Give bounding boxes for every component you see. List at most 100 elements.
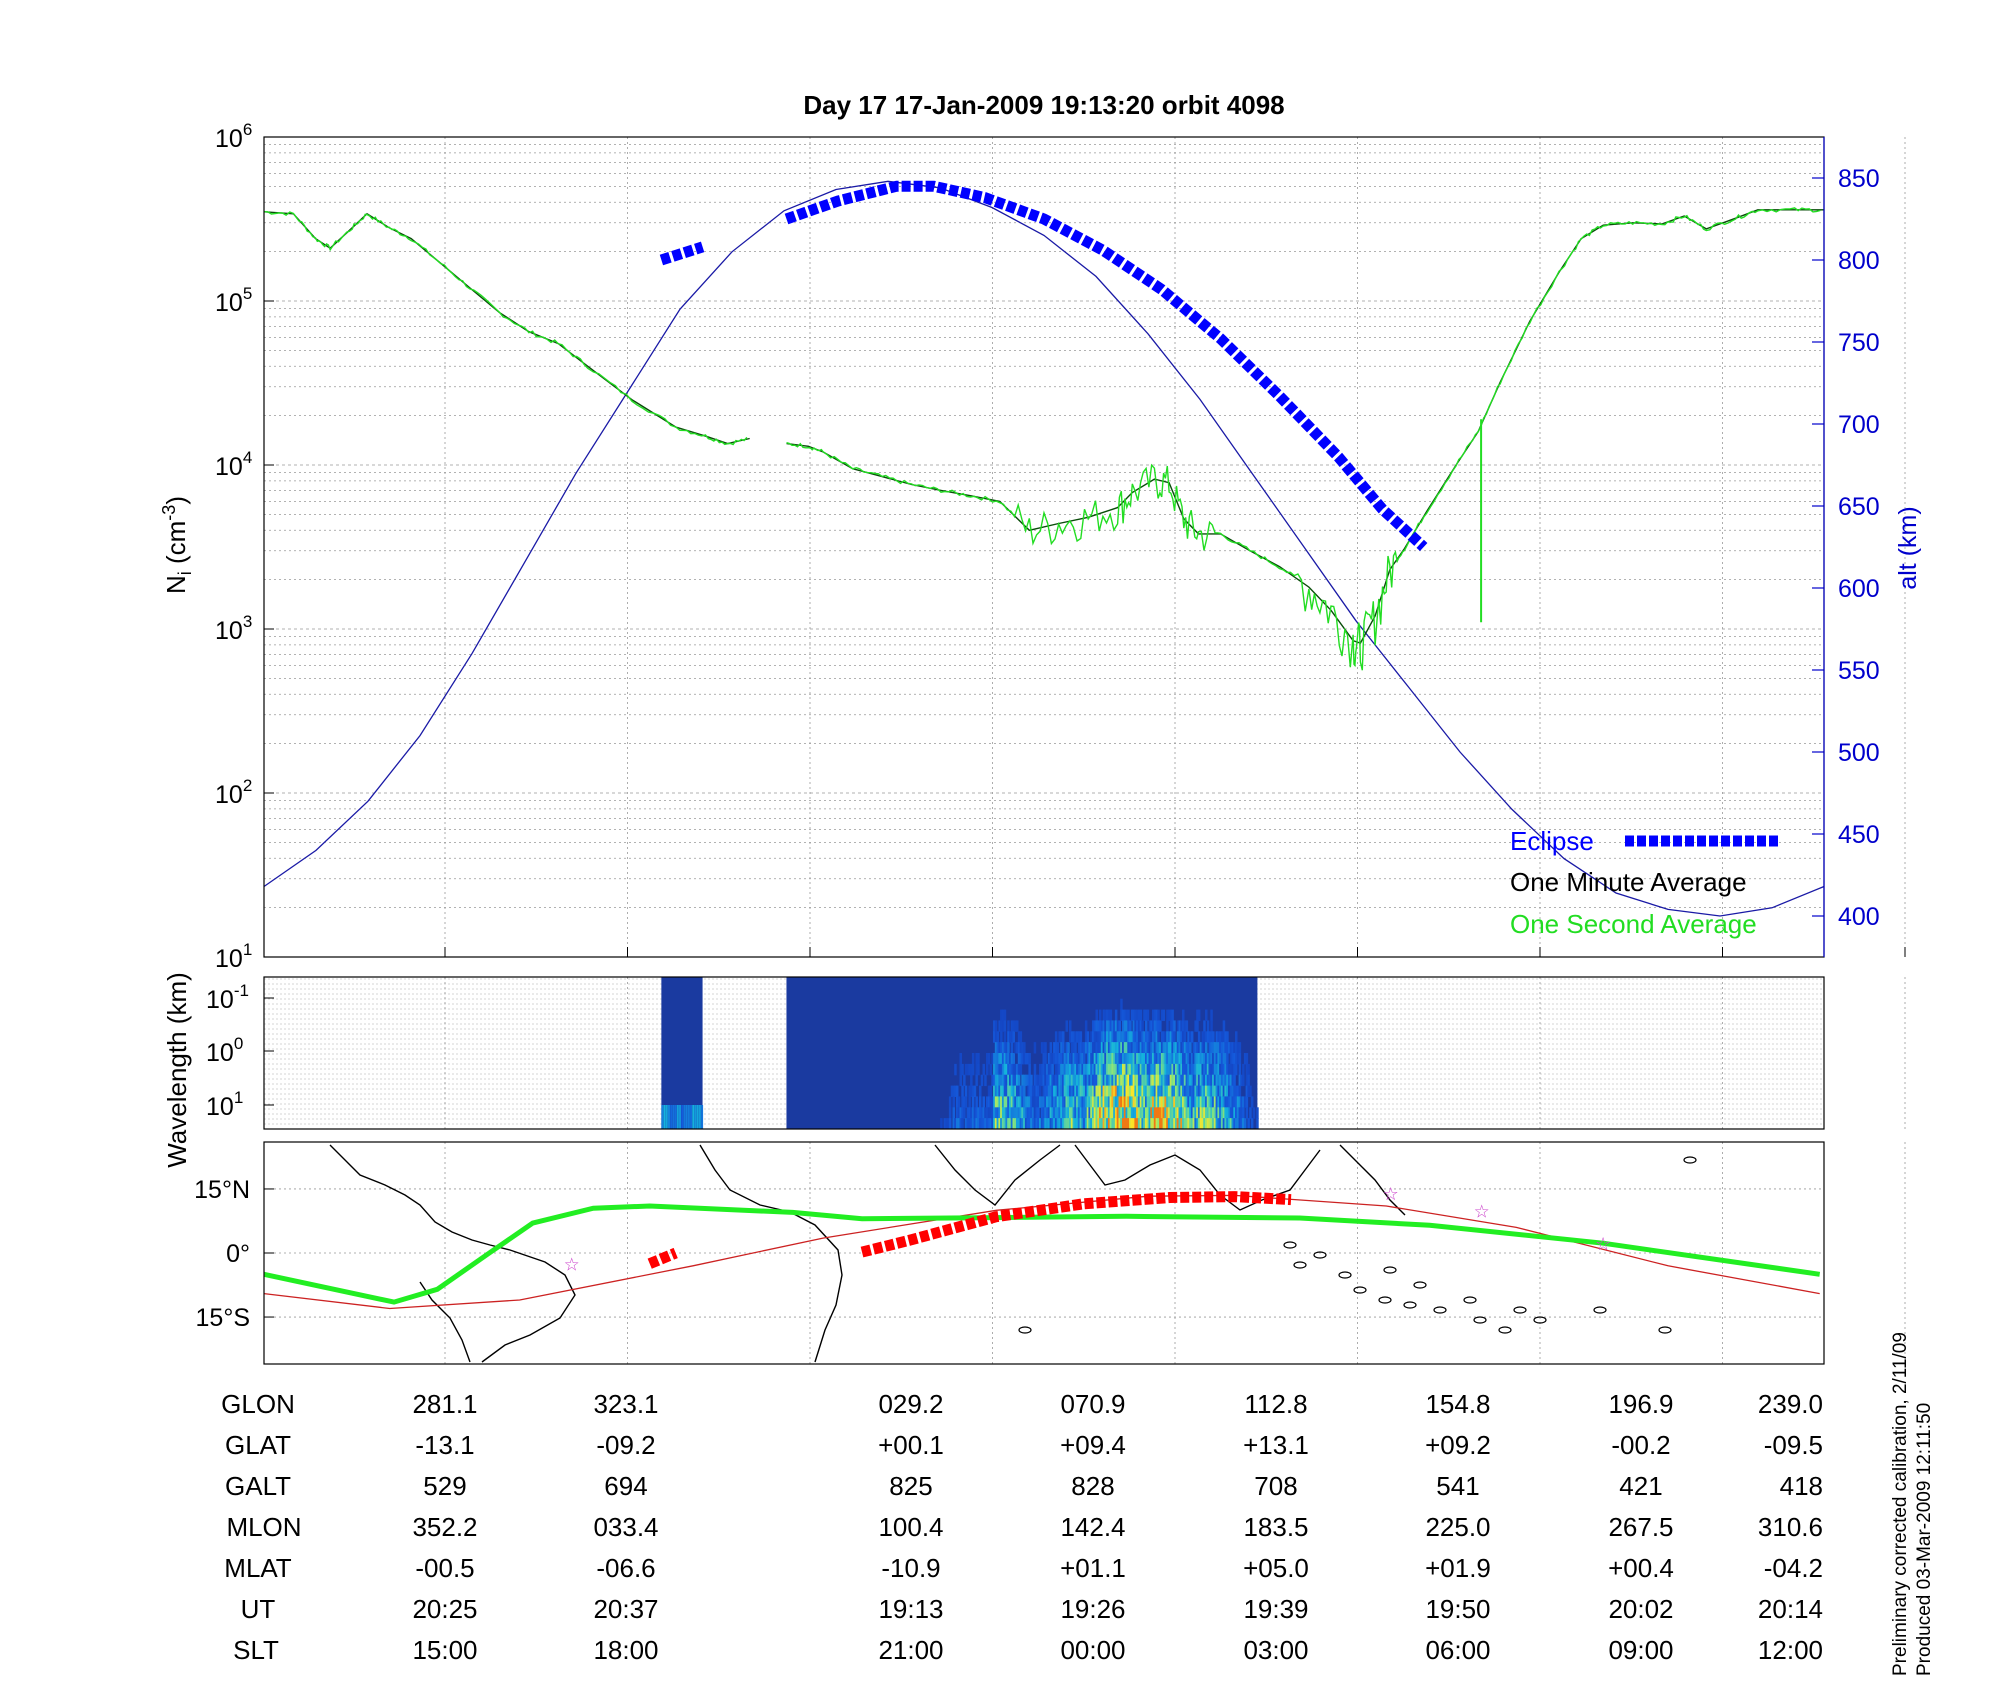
spectrogram-cell: [1009, 1118, 1012, 1129]
spectrogram-cell: [1160, 1107, 1164, 1119]
spectrogram-cell: [1003, 1096, 1007, 1108]
spectrogram-cell: [1114, 1053, 1118, 1065]
spectrogram-cell: [1192, 1118, 1196, 1129]
spectrogram-cell: [1210, 1009, 1213, 1021]
spectrogram-cell: [1194, 1107, 1197, 1119]
spectrogram-cell: [1040, 1063, 1044, 1076]
spectrogram-cell: [1217, 1063, 1220, 1076]
spectrogram-cell: [1001, 1074, 1005, 1087]
spectrogram-cell: [1012, 1053, 1015, 1065]
spectrogram-cell: [1236, 1053, 1240, 1065]
spectrogram-cell: [1000, 1020, 1003, 1032]
spectrogram-cell: [1206, 1053, 1210, 1065]
spectrogram-cell: [991, 1074, 994, 1087]
spectrogram-cell: [1136, 1009, 1139, 1021]
spectrogram-cell: [1199, 1085, 1203, 1097]
spectrogram-cell: [1194, 1063, 1197, 1076]
spectrogram-cell: [1228, 1074, 1231, 1087]
spectrogram-cell: [1114, 1042, 1118, 1054]
spectrogram-cell: [1065, 1107, 1068, 1119]
spectrogram-cell: [1245, 1053, 1249, 1065]
spectrogram-cell: [1122, 1107, 1125, 1119]
spectrogram-cell: [970, 1085, 973, 1097]
spectrogram-cell: [1173, 1031, 1176, 1043]
spectrogram-cell: [1116, 1074, 1120, 1087]
spectrogram-cell: [1182, 1118, 1185, 1129]
spectrogram-cell: [1143, 1009, 1146, 1021]
spectrogram-cell: [1001, 1085, 1005, 1097]
spectrogram-cell: [1058, 1053, 1061, 1065]
spectrogram-cell: [1092, 1096, 1095, 1108]
table-cell: +09.2: [1425, 1430, 1491, 1460]
spectrogram-cell: [1097, 1020, 1100, 1032]
spectrogram-cell: [1210, 1020, 1213, 1032]
spectrogram-cell: [1228, 1063, 1231, 1076]
spectrogram-cell: [987, 1096, 991, 1108]
spectrogram-cell: [1118, 1085, 1121, 1097]
spectrogram-cell: [1000, 1085, 1003, 1097]
spectrogram-cell: [1166, 1053, 1169, 1065]
spectrogram-cell: [1095, 1009, 1098, 1021]
spectrogram-cell: [1162, 1053, 1166, 1065]
spectrogram-cell: [1114, 1074, 1118, 1087]
spectrogram-cell: [1113, 1020, 1116, 1032]
spectrogram-cell: [1205, 1085, 1208, 1097]
spectrogram-cell: [1139, 1074, 1143, 1087]
spectrogram-cell: [1083, 1053, 1086, 1065]
spectrogram-cell: [1056, 1118, 1060, 1129]
spectrogram-cell: [1046, 1074, 1049, 1087]
spectrogram-cell: [1003, 1063, 1007, 1076]
spectrogram-cell: [1099, 1031, 1102, 1043]
spectrogram-cell: [1024, 1074, 1028, 1087]
spectrogram-cell: [1178, 1031, 1181, 1043]
star-marker: ☆: [1595, 1234, 1611, 1255]
spectrogram-cell: [989, 1107, 992, 1119]
spectrogram-cell: [1056, 1074, 1060, 1087]
spectrogram-cell: [1220, 1107, 1224, 1119]
spectrogram-cell: [1171, 1085, 1174, 1097]
spectrogram-cell: [1196, 1107, 1199, 1119]
table-cell: +00.1: [878, 1430, 944, 1460]
spectrogram-cell: [1023, 1053, 1026, 1065]
spectrogram-cell: [1150, 1085, 1153, 1097]
spectrogram-cell: [1235, 1042, 1238, 1054]
spectrogram-cell: [1049, 1063, 1053, 1076]
spectrogram-cell: [1114, 1096, 1118, 1108]
spectrogram-cell: [1182, 1020, 1185, 1032]
spectrogram-cell: [1215, 1096, 1219, 1108]
coastline: [1339, 1144, 1406, 1216]
spectrogram-cell: [1058, 1063, 1061, 1076]
spectrogram-cell: [1019, 1107, 1023, 1119]
spectrogram-cell: [957, 1118, 961, 1129]
spectrogram-cell: [1072, 1031, 1076, 1043]
spectrogram-cell: [1005, 1118, 1008, 1129]
spectrogram-cell: [1201, 1053, 1204, 1065]
spectrogram-cell: [1109, 1074, 1113, 1087]
spectrogram-cell: [1157, 1009, 1160, 1021]
spectrogram-cell: [1019, 1085, 1023, 1097]
spectrogram-cell: [1056, 1053, 1060, 1065]
spectrogram-cell: [977, 1107, 980, 1119]
spectrogram-cell: [1092, 1118, 1095, 1129]
spectrogram-cell: [1021, 1085, 1024, 1097]
spectrogram-cell: [1148, 1085, 1151, 1097]
table-cell: 100.4: [878, 1512, 943, 1542]
spectrogram-cell: [1139, 1042, 1143, 1054]
spectrogram-cell: [1033, 1096, 1037, 1108]
spectrogram-cell: [1016, 1074, 1019, 1087]
spectrogram-cell: [1176, 1031, 1180, 1043]
spectrogram-cell: [1070, 1085, 1074, 1097]
spectrogram-cell: [1155, 1096, 1159, 1108]
spectrogram-cell: [1005, 1063, 1008, 1076]
spectrogram-cell: [1065, 1096, 1068, 1108]
spectrogram-cell: [1001, 1096, 1005, 1108]
y-axis-label-wavelength: Wavelength (km): [162, 972, 192, 1168]
spectrogram-cell: [1210, 1042, 1213, 1054]
table-cell: 267.5: [1608, 1512, 1673, 1542]
spectrogram-cell: [1229, 1042, 1233, 1054]
table-cell: 112.8: [1244, 1389, 1307, 1419]
spectrogram-cell: [1099, 1118, 1102, 1129]
spectrogram-cell: [1203, 1063, 1206, 1076]
spectrogram-cell: [1160, 1009, 1164, 1021]
spectrogram-cell: [1143, 1118, 1146, 1129]
